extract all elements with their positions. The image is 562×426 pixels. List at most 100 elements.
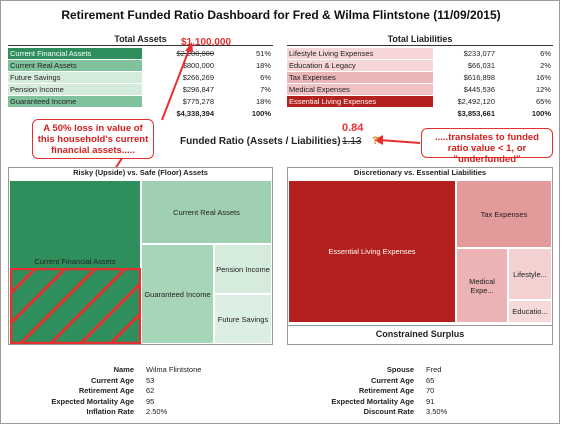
profile-value: 2.50%	[146, 407, 168, 416]
profile-label: Expected Mortality Age	[331, 396, 414, 406]
asset-value: $2,200,000	[142, 48, 216, 60]
liabilities-total-row: $3,853,661 100%	[287, 107, 553, 120]
treemap-cell-real[interactable]: Current Real Assets	[141, 180, 272, 244]
funded-ratio-question: ?	[372, 135, 379, 147]
profile-label: Name	[113, 365, 134, 374]
funded-ratio-new: 0.84	[342, 122, 364, 134]
assets-total-value: $4,338,394	[142, 107, 216, 120]
table-row: Essential Living Expenses $2,492,120 65%	[287, 95, 553, 108]
funded-ratio-label: Funded Ratio (Assets / Liabilities)	[180, 136, 341, 147]
liability-pct: 2%	[497, 59, 553, 72]
asset-label: Current Financial Assets	[8, 48, 142, 60]
profile-row: Current Age 65	[294, 376, 447, 387]
profile-value: 53	[146, 375, 155, 385]
treemap-label: Guaranteed Income	[144, 289, 211, 299]
table-row: Current Financial Assets $2,200,000 51%	[8, 48, 273, 60]
profile-row: Inflation Rate 2.50%	[14, 407, 201, 418]
asset-value: $800,000	[142, 59, 216, 72]
right-callout: .....translates to funded ratio value < …	[421, 128, 553, 165]
asset-pct: 18%	[216, 59, 273, 72]
liability-value: $233,077	[433, 48, 497, 60]
profile-label: Discount Rate	[363, 407, 414, 416]
liability-label: Education & Legacy	[287, 59, 433, 72]
liability-value: $616,898	[433, 71, 497, 84]
liability-pct: 6%	[497, 48, 553, 60]
profile-left: Name Wilma Flintstone Current Age 53 Retir…	[14, 365, 201, 418]
profile-value: 3.50%	[426, 407, 448, 416]
profile-label: Retirement Age	[358, 386, 414, 395]
liability-pct: 65%	[497, 95, 553, 108]
profile-row: Current Age 53	[14, 376, 201, 387]
profile-value: Fred	[426, 365, 442, 374]
asset-value: $775,278	[142, 95, 216, 108]
treemap-cell-education[interactable]: Educatio...	[508, 300, 552, 323]
profile-row: Spouse Fred	[294, 365, 447, 376]
profile-row: Name Wilma Flintstone	[14, 365, 202, 376]
treemap-label: Tax Expenses	[480, 209, 528, 219]
treemap-label: Current Financial Assets	[34, 257, 116, 266]
profile-row: Expected Mortality Age 91	[294, 397, 447, 408]
liabilities-treemap: Discretionary vs. Essential Liabilities	[287, 167, 553, 345]
assets-total-row: $4,338,394 100%	[8, 107, 273, 120]
liability-value: $445,536	[433, 83, 497, 96]
asset-label: Guaranteed Income	[8, 95, 142, 108]
asset-pct: 7%	[216, 83, 273, 96]
profile-value: 95	[146, 396, 155, 406]
liabilities-treemap-title: Discretionary vs. Essential Liabilities	[288, 168, 552, 180]
treemap-label: Future Savings	[217, 314, 269, 324]
left-callout: A 50% loss in value of this household's …	[32, 119, 154, 159]
profile-label: Retirement Age	[78, 386, 134, 395]
liabilities-total-value: $3,853,661	[433, 107, 497, 120]
assets-total-pct: 100%	[216, 107, 273, 120]
profile-row: Retirement Age 62	[14, 386, 201, 397]
table-row: Pension Income $296,847 7%	[8, 83, 273, 96]
new-asset-value: $1,100,000	[181, 37, 232, 48]
profile-value: 62	[146, 386, 155, 395]
treemap-cell-guaranteed[interactable]: Guaranteed Income	[141, 244, 214, 344]
liability-label: Lifestyle Living Expenses	[287, 48, 433, 60]
liability-label: Medical Expenses	[287, 83, 433, 96]
page-title: Retirement Funded Ratio Dashboard for Fr…	[61, 8, 501, 22]
profile-label: Current Age	[370, 375, 414, 385]
constrained-surplus-title: Constrained Surplus	[288, 325, 552, 345]
asset-label: Pension Income	[8, 83, 142, 96]
profile-row: Retirement Age 70	[294, 386, 447, 397]
profile-label: Inflation Rate	[86, 407, 134, 416]
treemap-cell-lifestyle[interactable]: Lifestyle...	[508, 248, 552, 300]
liabilities-total-pct: 100%	[497, 107, 553, 120]
liability-value: $2,492,120	[433, 95, 497, 108]
liability-label: Tax Expenses	[287, 71, 433, 84]
treemap-label: Educatio...	[512, 307, 548, 316]
table-row: Tax Expenses $616,898 16%	[287, 71, 553, 84]
assets-treemap-title: Risky (Upside) vs. Safe (Floor) Assets	[9, 168, 272, 180]
table-row: Guaranteed Income $775,278 18%	[8, 95, 273, 108]
treemap-cell-pension[interactable]: Pension Income	[214, 244, 272, 294]
asset-label: Future Savings	[8, 71, 142, 84]
profile-right: Spouse Fred Current Age 65 Retirement Age 7…	[294, 365, 447, 418]
treemap-label: Current Real Assets	[173, 207, 240, 217]
asset-value: $296,847	[142, 83, 216, 96]
table-row: Medical Expenses $445,536 12%	[287, 83, 553, 96]
liabilities-header-rule	[287, 45, 553, 46]
liability-label: Essential Living Expenses	[287, 95, 433, 108]
table-row: Future Savings $266,269 6%	[8, 71, 273, 84]
asset-pct: 6%	[216, 71, 273, 84]
treemap-cell-tax[interactable]: Tax Expenses	[456, 180, 552, 248]
profile-row: Expected Mortality Age 95	[14, 397, 201, 408]
asset-pct: 18%	[216, 95, 273, 108]
treemap-label: Pension Income	[216, 264, 270, 274]
profile-label: Spouse	[386, 365, 414, 374]
asset-label: Current Real Assets	[8, 59, 142, 72]
treemap-cell-future[interactable]: Future Savings	[214, 294, 272, 344]
profile-value: 91	[426, 396, 435, 406]
funded-ratio-old: 1.13	[342, 136, 362, 147]
treemap-cell-essential[interactable]: Essential Living Expenses	[288, 180, 456, 323]
treemap-label: Lifestyle...	[513, 269, 547, 279]
profile-value: 70	[426, 386, 435, 395]
assets-table: Current Financial Assets $2,200,000 51% …	[8, 48, 273, 120]
liability-pct: 16%	[497, 71, 553, 84]
table-row: Current Real Assets $800,000 18%	[8, 59, 273, 72]
profile-row: Discount Rate 3.50%	[294, 407, 448, 418]
loss-hatch	[10, 268, 141, 344]
treemap-cell-medical[interactable]: Medical Expe...	[456, 248, 508, 323]
